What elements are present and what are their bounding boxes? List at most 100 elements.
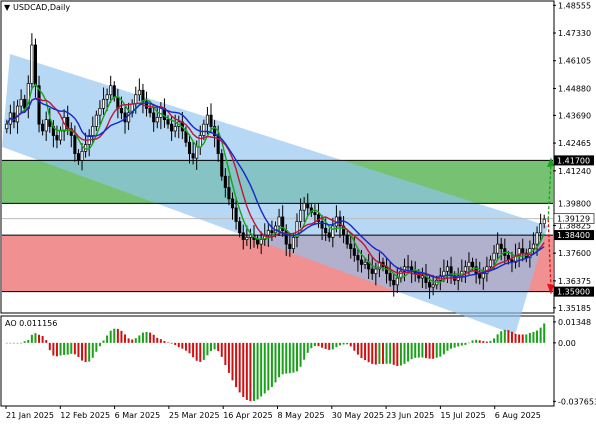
ao-bar bbox=[159, 339, 162, 343]
ao-bar bbox=[528, 332, 531, 343]
ao-bar bbox=[81, 342, 84, 361]
ao-bar bbox=[475, 339, 478, 343]
ao-bar bbox=[120, 330, 123, 343]
ao-bar bbox=[260, 342, 263, 397]
ao-bar bbox=[536, 330, 539, 343]
ao-bar bbox=[496, 334, 499, 343]
price-tick-label: 1.44880 bbox=[558, 84, 591, 93]
candle-body bbox=[496, 243, 500, 254]
candle-body bbox=[521, 248, 525, 254]
candle-body bbox=[392, 279, 396, 286]
candle-body bbox=[234, 207, 238, 222]
candle-body bbox=[363, 261, 367, 265]
candle-body bbox=[170, 123, 174, 132]
ao-bar bbox=[428, 342, 431, 359]
time-tick-label: 8 May 2025 bbox=[278, 411, 325, 420]
ao-bar bbox=[381, 342, 384, 364]
ao-bar bbox=[278, 342, 281, 378]
ao-bar bbox=[457, 342, 460, 347]
time-tick-label: 12 Feb 2025 bbox=[60, 411, 110, 420]
ao-bar bbox=[253, 342, 256, 401]
candle-body bbox=[431, 284, 435, 288]
candle-body bbox=[406, 266, 410, 269]
ao-bar bbox=[102, 340, 105, 343]
ao-bar bbox=[460, 342, 463, 346]
ao-bar bbox=[493, 338, 496, 343]
ao-bar bbox=[20, 342, 23, 344]
price-tick-label: 1.36375 bbox=[558, 277, 591, 286]
price-tick-label: 1.47330 bbox=[558, 29, 591, 38]
candle-body bbox=[230, 198, 235, 209]
candle-body bbox=[539, 223, 543, 234]
ao-histogram-layer bbox=[5, 323, 546, 402]
candle-body bbox=[331, 225, 335, 238]
ao-bar bbox=[478, 340, 481, 343]
candle-body bbox=[313, 212, 317, 216]
ao-bar bbox=[195, 342, 198, 361]
ao-bar bbox=[12, 342, 15, 344]
price-tick-label: 1.42465 bbox=[558, 139, 591, 148]
ao-bar bbox=[389, 342, 392, 364]
ao-bar bbox=[321, 342, 324, 348]
candle-body bbox=[202, 123, 206, 136]
ao-bar bbox=[127, 338, 130, 343]
ao-bar bbox=[70, 342, 73, 354]
time-tick-label: 6 Mar 2025 bbox=[115, 411, 161, 420]
ao-bar bbox=[435, 342, 438, 358]
ao-bar bbox=[310, 342, 313, 349]
time-tick-label: 16 Apr 2025 bbox=[223, 411, 272, 420]
candle-body bbox=[241, 232, 245, 240]
candle-body bbox=[306, 203, 310, 209]
candle-body bbox=[281, 216, 285, 231]
ao-bar bbox=[525, 334, 528, 343]
ao-bar bbox=[521, 334, 524, 343]
ao-bar bbox=[439, 342, 442, 357]
candle-body bbox=[19, 98, 23, 107]
candle-body bbox=[91, 126, 95, 136]
ao-bar bbox=[313, 342, 316, 347]
candle-body bbox=[148, 108, 152, 114]
ao-bar bbox=[367, 342, 370, 363]
ao-bar bbox=[356, 342, 359, 355]
ao-bar bbox=[188, 342, 191, 354]
candle-body bbox=[223, 175, 227, 188]
level-label: 1.39129 bbox=[557, 215, 590, 224]
ao-bar bbox=[202, 342, 205, 360]
ao-bar bbox=[41, 336, 44, 343]
down-arrow bbox=[547, 219, 552, 290]
ao-bar bbox=[5, 342, 8, 344]
axes-layer: 1.48555 1.47330 1.46105 1.44880 1.43690 1.424… bbox=[5, 1, 596, 420]
ao-label: AO 0.011156 bbox=[5, 319, 57, 328]
candle-body bbox=[209, 114, 213, 127]
candle-body bbox=[259, 239, 263, 245]
candle-body bbox=[302, 203, 306, 211]
chevron-down-icon[interactable]: ▼ bbox=[4, 3, 11, 12]
ao-bar bbox=[292, 342, 295, 373]
candle-body bbox=[238, 221, 242, 234]
ao-bar bbox=[338, 342, 341, 346]
candle-body bbox=[420, 275, 424, 279]
ao-bar bbox=[299, 342, 302, 367]
candle-body bbox=[191, 153, 195, 159]
candle-body bbox=[388, 273, 392, 281]
candle-body bbox=[445, 266, 450, 272]
ao-bar bbox=[281, 342, 284, 375]
ao-bar bbox=[124, 334, 127, 343]
oscillator-panel bbox=[0, 315, 555, 407]
ao-bar bbox=[285, 342, 288, 374]
candle-body bbox=[542, 218, 546, 225]
ao-bar bbox=[364, 342, 367, 361]
time-tick-label: 23 Jun 2025 bbox=[386, 411, 434, 420]
candle-body bbox=[198, 135, 202, 148]
ao-bar bbox=[98, 342, 101, 347]
ao-bar bbox=[353, 342, 356, 351]
ao-bar bbox=[177, 342, 180, 348]
candle-body bbox=[55, 135, 59, 141]
level-label: 1.35900 bbox=[557, 288, 590, 297]
candle-body bbox=[98, 108, 102, 116]
ao-bar bbox=[500, 331, 503, 343]
ao-bar bbox=[539, 327, 542, 343]
ao-bar bbox=[306, 342, 309, 353]
price-tick-label: 1.38825 bbox=[558, 221, 591, 230]
candle-body bbox=[137, 89, 141, 96]
